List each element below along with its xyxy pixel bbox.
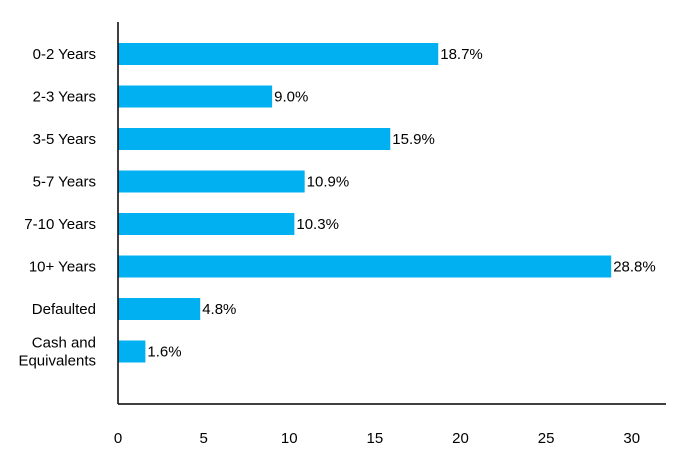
bar <box>118 43 439 65</box>
category-label: 10+ Years <box>29 259 96 276</box>
data-label: 28.8% <box>613 259 656 276</box>
bar <box>118 213 295 235</box>
x-tick-label: 15 <box>367 430 384 447</box>
bar <box>118 128 391 150</box>
x-tick-label: 5 <box>199 430 207 447</box>
category-labels-layer: 0-2 Years 2-3 Years 3-5 Years 5-7 Years 7-10… <box>18 46 96 370</box>
bar <box>118 298 201 320</box>
axes-layer <box>117 22 666 405</box>
category-label: 3-5 Years <box>33 131 96 148</box>
data-label: 1.6% <box>147 344 181 361</box>
x-tick-label: 0 <box>114 430 122 447</box>
bar <box>118 255 612 278</box>
category-label: 7-10 Years <box>24 216 96 233</box>
data-label: 10.9% <box>307 174 350 191</box>
x-tick-label: 25 <box>538 430 555 447</box>
x-tick-labels-layer: 0 5 10 15 20 25 30 <box>114 430 640 447</box>
category-label: Cash and Equivalents <box>18 335 96 370</box>
x-tick-label: 20 <box>452 430 469 447</box>
category-label: 5-7 Years <box>33 174 96 191</box>
bar <box>118 340 146 363</box>
x-tick-label: 30 <box>623 430 640 447</box>
bar <box>118 170 305 193</box>
category-label: 2-3 Years <box>33 89 96 106</box>
data-label: 15.9% <box>392 131 435 148</box>
bars-layer <box>118 43 612 363</box>
category-label: 0-2 Years <box>33 46 96 63</box>
bar <box>118 85 273 108</box>
data-label: 9.0% <box>274 89 308 106</box>
data-label: 4.8% <box>202 301 236 318</box>
data-label: 10.3% <box>296 216 339 233</box>
data-label: 18.7% <box>440 46 483 63</box>
data-labels-layer: 18.7% 9.0% 15.9% 10.9% 10.3% 28.8% 4.8% 1.6% <box>147 46 655 361</box>
x-tick-label: 10 <box>281 430 298 447</box>
category-label: Defaulted <box>32 301 96 318</box>
